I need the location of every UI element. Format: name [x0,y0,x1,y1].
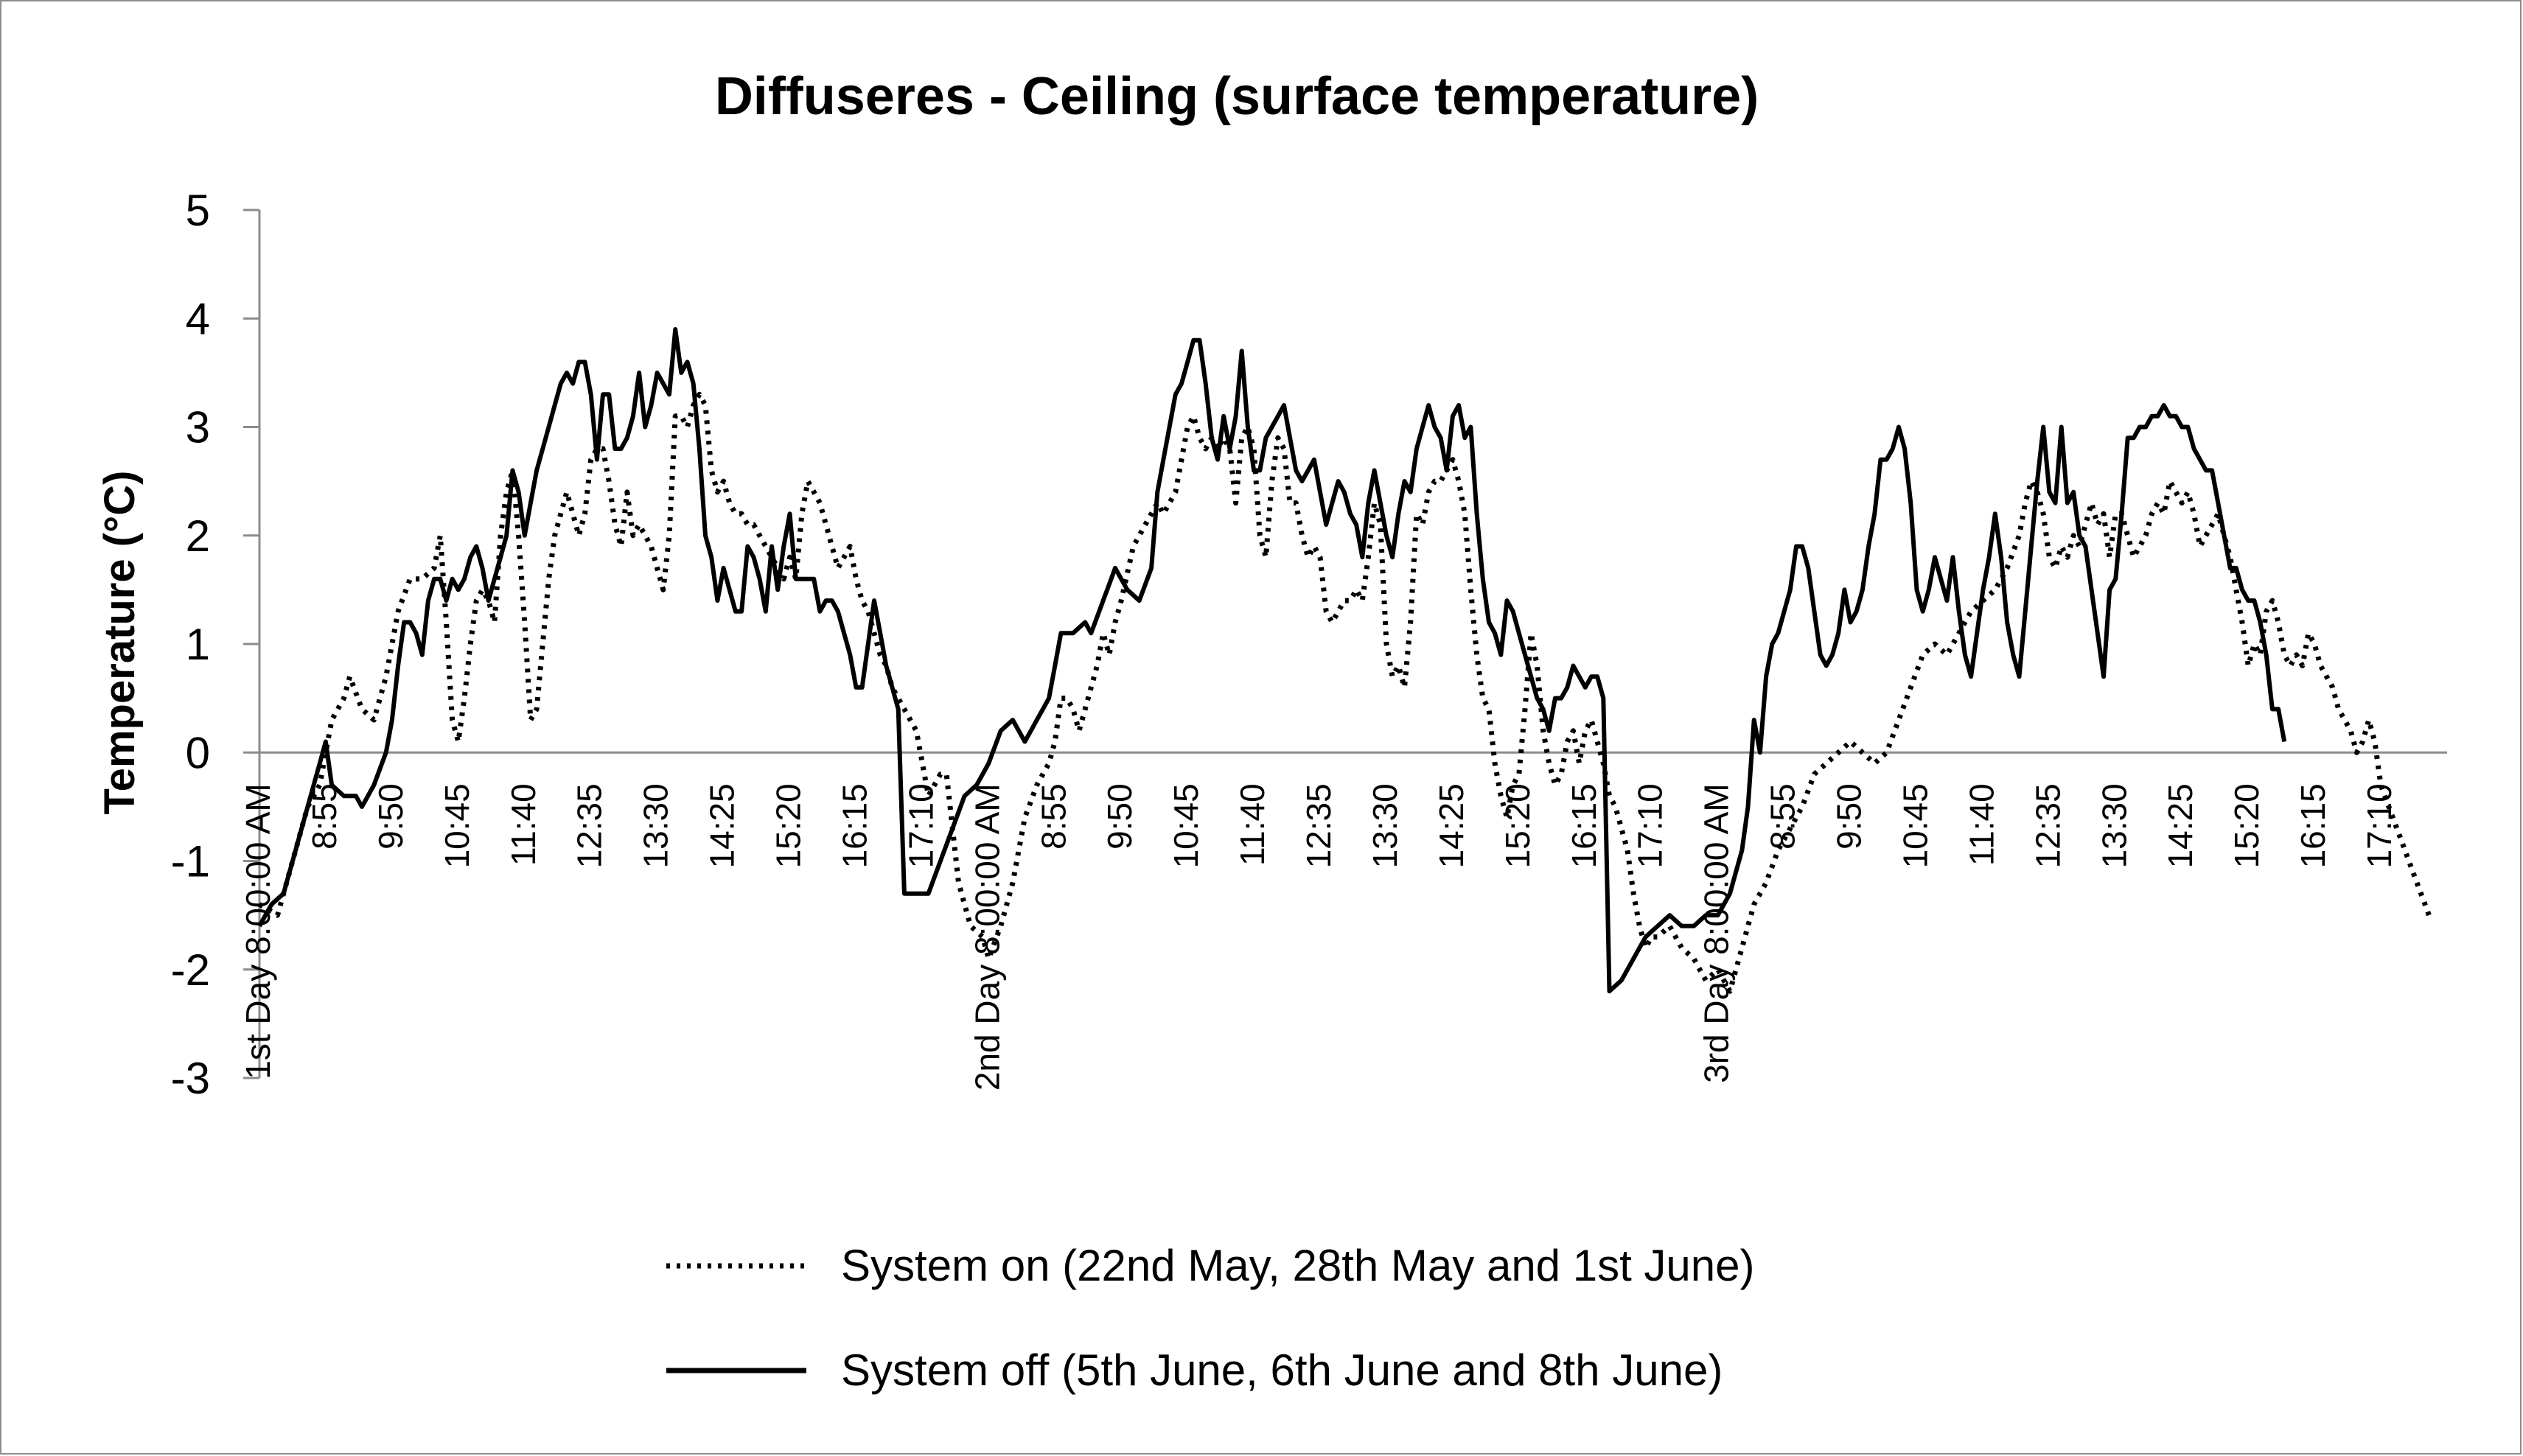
y-tick-label: 0 [186,728,210,777]
y-tick-label: 5 [186,186,210,235]
y-axis-label: Temperature (°C) [96,471,144,815]
series-line-system-on [258,391,2432,994]
x-tick-label: 10:45 [1167,783,1205,868]
x-tick-label: 17:10 [1631,783,1669,868]
x-tick-label: 17:10 [2360,783,2398,868]
y-tick-label: -2 [171,945,210,995]
x-tick-label: 14:25 [1432,783,1470,868]
x-tick-label: 11:40 [1233,783,1271,866]
y-tick-label: 2 [186,511,210,561]
x-tick-label: 15:20 [770,783,808,868]
x-tick-label: 9:50 [1830,783,1868,850]
x-tick-label: 14:25 [703,783,741,868]
legend: System on (22nd May, 28th May and 1st Ju… [666,1241,1755,1395]
x-tick-label: 10:45 [1896,783,1935,868]
axes: -3 -2 -1 0 1 2 3 4 5 [171,186,2447,1103]
x-tick-label: 17:10 [901,783,940,868]
series-line-system-off [257,327,2287,994]
series-group [257,327,2432,994]
x-tick-label: 8:55 [305,783,343,850]
x-tick-label: 13:30 [637,783,675,868]
x-tick-labels: 1st Day 8:00:00 AM 8:55 9:50 10:45 11:40 12:3… [239,783,2398,1091]
x-tick-label: 15:20 [2227,783,2266,868]
x-tick-label: 2nd Day 8:00:00 AM [968,783,1006,1091]
x-tick-label: 15:20 [1498,783,1537,868]
x-tick-label: 16:15 [1565,783,1603,868]
legend-label-system-off: System off (5th June, 6th June and 8th J… [841,1345,1723,1395]
x-tick-label: 11:40 [504,783,542,866]
x-tick-label: 9:50 [1100,783,1139,850]
legend-label-system-on: System on (22nd May, 28th May and 1st Ju… [841,1241,1755,1290]
y-tick-label: 3 [186,403,210,452]
x-tick-label: 3rd Day 8:00:00 AM [1697,783,1736,1083]
x-tick-label: 13:30 [2095,783,2133,868]
x-tick-label: 8:55 [1764,783,1802,850]
y-tick-label: -3 [171,1054,210,1103]
x-tick-label: 9:50 [371,783,410,850]
chart-title: Diffuseres - Ceiling (surface temperatur… [715,67,1759,126]
x-tick-label: 12:35 [1299,783,1338,868]
x-tick-label: 11:40 [1962,783,2000,866]
x-tick-label: 12:35 [570,783,609,868]
x-tick-label: 13:30 [1366,783,1404,868]
x-tick-label: 1st Day 8:00:00 AM [239,783,277,1079]
x-tick-label: 12:35 [2028,783,2067,868]
y-tick-label: 1 [186,620,210,669]
x-tick-label: 8:55 [1034,783,1072,850]
x-tick-label: 16:15 [836,783,874,868]
x-tick-label: 14:25 [2161,783,2199,868]
y-tick-label: -1 [171,837,210,886]
x-tick-label: 10:45 [438,783,476,868]
y-tick-label: 4 [186,294,210,343]
x-tick-label: 16:15 [2294,783,2332,868]
